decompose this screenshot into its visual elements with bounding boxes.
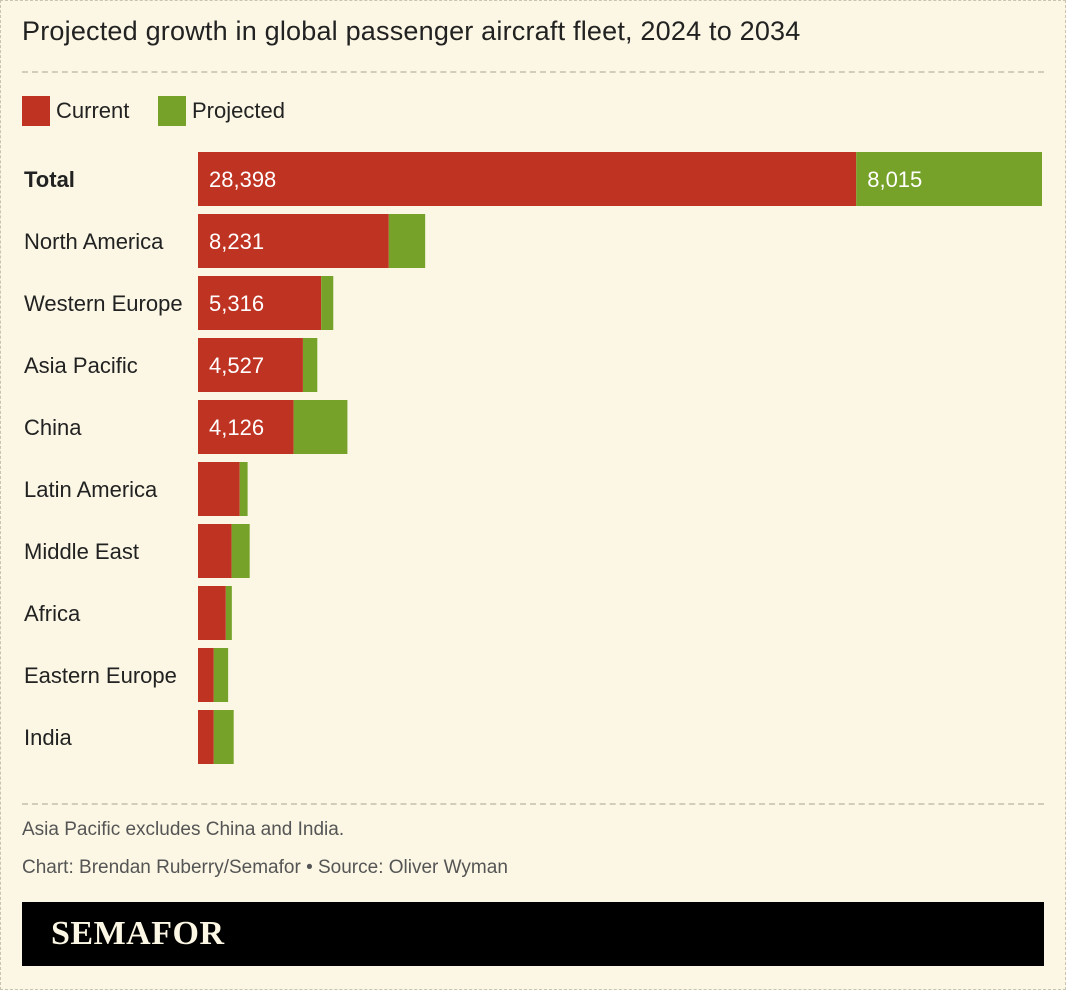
category-label-china: China bbox=[24, 415, 82, 440]
category-label-western-europe: Western Europe bbox=[24, 291, 183, 316]
data-label-current-total: 28,398 bbox=[209, 167, 276, 192]
category-label-asia-pacific: Asia Pacific bbox=[24, 353, 138, 378]
category-label-eastern-europe: Eastern Europe bbox=[24, 663, 177, 688]
bar-projected-china bbox=[293, 400, 348, 454]
bar-current-asia-pacific bbox=[198, 338, 303, 392]
legend-label-projected: Projected bbox=[192, 98, 285, 123]
chart-title: Projected growth in global passenger air… bbox=[22, 16, 801, 46]
title-divider bbox=[22, 71, 1044, 73]
source-credit: Chart: Brendan Ruberry/Semafor • Source:… bbox=[22, 857, 508, 878]
category-label-india: India bbox=[24, 725, 72, 750]
category-label-middle-east: Middle East bbox=[24, 539, 139, 564]
data-label-projected-total: 8,015 bbox=[867, 167, 922, 192]
legend-swatch-current bbox=[22, 96, 50, 126]
category-label-north-america: North America bbox=[24, 229, 164, 254]
footer-divider bbox=[22, 803, 1044, 805]
bar-current-western-europe bbox=[198, 276, 322, 330]
category-label-total: Total bbox=[24, 167, 75, 192]
bar-current-india bbox=[198, 710, 214, 764]
bar-current-china bbox=[198, 400, 294, 454]
data-label-current-china: 4,126 bbox=[209, 415, 264, 440]
bar-projected-india bbox=[213, 710, 234, 764]
bar-projected-western-europe bbox=[321, 276, 334, 330]
bar-projected-north-america bbox=[388, 214, 426, 268]
footnote: Asia Pacific excludes China and India. bbox=[22, 819, 345, 840]
bar-chart: Total 28,398 8,015 North America 8,231 Wester… bbox=[24, 152, 1042, 764]
bar-projected-eastern-europe bbox=[213, 648, 229, 702]
bar-projected-asia-pacific bbox=[302, 338, 318, 392]
bar-projected-africa bbox=[225, 586, 232, 640]
data-label-current-north-america: 8,231 bbox=[209, 229, 264, 254]
data-label-current-western-europe: 5,316 bbox=[209, 291, 264, 316]
legend-label-current: Current bbox=[56, 98, 130, 123]
semafor-logo: SEMAFOR bbox=[51, 915, 225, 952]
category-label-africa: Africa bbox=[24, 601, 81, 626]
bar-projected-middle-east bbox=[231, 524, 250, 578]
bar-current-total bbox=[198, 152, 857, 206]
bar-current-north-america bbox=[198, 214, 389, 268]
data-label-current-asia-pacific: 4,527 bbox=[209, 353, 264, 378]
bar-projected-total bbox=[856, 152, 1042, 206]
bar-current-eastern-europe bbox=[198, 648, 214, 702]
brand-bar: SEMAFOR bbox=[22, 902, 1044, 966]
bar-current-middle-east bbox=[198, 524, 232, 578]
category-label-latin-america: Latin America bbox=[24, 477, 158, 502]
bar-current-latin-america bbox=[198, 462, 240, 516]
bar-current-africa bbox=[198, 586, 226, 640]
bar-projected-latin-america bbox=[239, 462, 248, 516]
legend-swatch-projected bbox=[158, 96, 186, 126]
